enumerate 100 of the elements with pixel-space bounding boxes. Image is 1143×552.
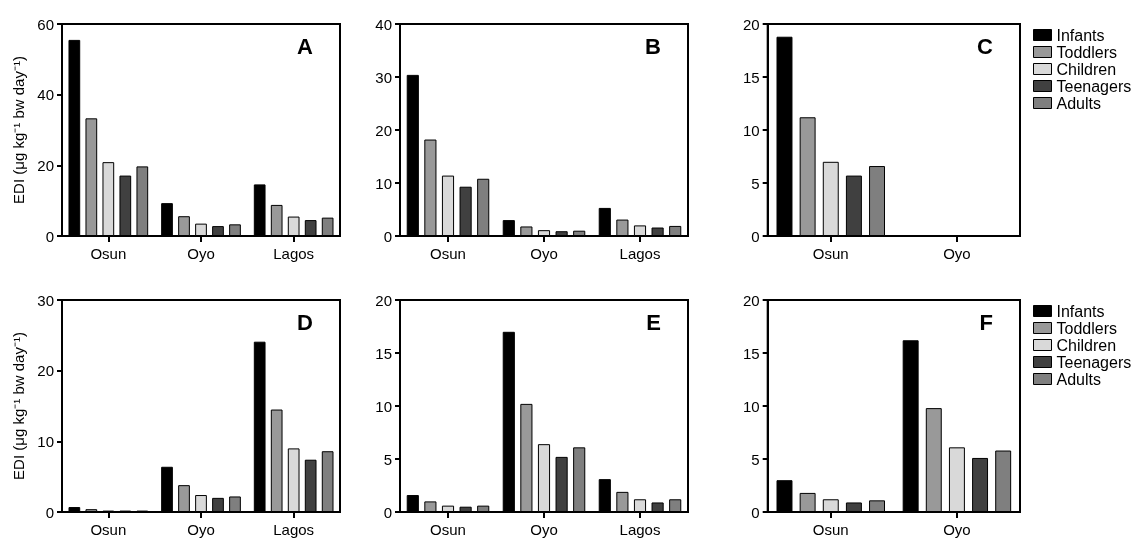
y-tick-label: 20 bbox=[743, 15, 760, 33]
bar bbox=[669, 499, 682, 512]
chart-title: B bbox=[645, 33, 661, 59]
y-tick-label: 10 bbox=[37, 432, 54, 450]
bar bbox=[304, 459, 317, 512]
legend-label: Teenagers bbox=[1056, 353, 1132, 371]
y-tick-label: 15 bbox=[743, 68, 760, 86]
bar bbox=[68, 39, 81, 236]
bar bbox=[651, 227, 664, 236]
y-tick-label: 40 bbox=[375, 15, 392, 33]
legend-label: Children bbox=[1056, 60, 1117, 78]
bar bbox=[253, 341, 266, 512]
bar bbox=[869, 500, 886, 512]
x-tick-label: Oyo bbox=[187, 521, 215, 538]
y-tick-label: 20 bbox=[37, 156, 54, 174]
x-tick-label: Oyo bbox=[187, 245, 215, 262]
legend-label: Infants bbox=[1056, 26, 1105, 44]
x-tick-label: Osun bbox=[812, 521, 849, 538]
y-axis-title: EDI (μg kg⁻¹ bw day⁻¹) bbox=[10, 56, 28, 204]
bar bbox=[598, 207, 611, 236]
y-tick-label: 30 bbox=[375, 68, 392, 86]
y-tick-label: 5 bbox=[751, 450, 760, 468]
chart-title: F bbox=[979, 309, 994, 335]
bar bbox=[178, 216, 190, 236]
bar bbox=[972, 457, 989, 512]
x-tick-label: Lagos bbox=[273, 245, 315, 262]
bar bbox=[321, 451, 334, 512]
bar bbox=[459, 506, 472, 512]
y-tick-label: 0 bbox=[751, 227, 760, 245]
legend-label: Toddlers bbox=[1056, 319, 1117, 337]
bar bbox=[845, 502, 862, 512]
bar bbox=[555, 456, 568, 512]
legend-label: Children bbox=[1056, 336, 1117, 354]
bar bbox=[253, 184, 266, 236]
bar bbox=[651, 502, 664, 512]
y-tick-label: 40 bbox=[37, 86, 54, 104]
bar bbox=[270, 204, 283, 236]
bar bbox=[925, 408, 942, 512]
chart-title: D bbox=[297, 309, 313, 335]
chart-title: A bbox=[297, 33, 314, 59]
y-tick-label: 15 bbox=[375, 344, 392, 362]
y-tick-label: 20 bbox=[37, 362, 54, 380]
y-tick-label: 0 bbox=[751, 503, 760, 521]
y-tick-label: 10 bbox=[743, 121, 760, 139]
legend-label: Infants bbox=[1056, 302, 1105, 320]
bar bbox=[424, 139, 437, 236]
y-tick-label: 20 bbox=[375, 121, 392, 139]
x-tick-label: Osun bbox=[430, 245, 466, 262]
legend-label: Adults bbox=[1056, 370, 1101, 388]
bar bbox=[229, 224, 241, 236]
bar bbox=[161, 466, 173, 512]
y-axis-title: EDI (μg kg⁻¹ bw day⁻¹) bbox=[10, 332, 28, 480]
bar bbox=[573, 230, 586, 236]
bar bbox=[502, 331, 515, 512]
bar bbox=[406, 495, 419, 512]
x-tick-label: Oyo bbox=[943, 245, 971, 262]
y-tick-label: 10 bbox=[743, 397, 760, 415]
x-tick-label: Oyo bbox=[530, 245, 558, 262]
bar bbox=[573, 447, 586, 512]
y-tick-label: 5 bbox=[383, 450, 392, 468]
y-tick-label: 30 bbox=[37, 291, 54, 309]
bar bbox=[799, 492, 816, 512]
y-tick-label: 20 bbox=[743, 291, 760, 309]
bar bbox=[477, 178, 490, 236]
y-tick-label: 5 bbox=[751, 174, 760, 192]
x-tick-label: Oyo bbox=[943, 521, 971, 538]
bar bbox=[520, 403, 533, 512]
bar bbox=[85, 118, 98, 236]
bar bbox=[616, 219, 629, 236]
bar bbox=[555, 231, 568, 236]
x-tick-label: Oyo bbox=[530, 521, 558, 538]
bar bbox=[902, 340, 919, 512]
y-tick-label: 0 bbox=[45, 503, 54, 521]
legend-label: Adults bbox=[1056, 94, 1101, 112]
bar bbox=[776, 480, 793, 512]
x-tick-label: Lagos bbox=[619, 521, 661, 538]
legend-label: Teenagers bbox=[1056, 77, 1132, 95]
bar bbox=[321, 217, 334, 236]
bar bbox=[229, 496, 241, 512]
bar bbox=[616, 491, 629, 512]
legend-label: Toddlers bbox=[1056, 43, 1117, 61]
bar bbox=[212, 497, 224, 512]
bar bbox=[136, 166, 149, 236]
x-tick-label: Osun bbox=[90, 521, 127, 538]
y-tick-label: 0 bbox=[383, 227, 392, 245]
chart-title: C bbox=[977, 33, 994, 59]
bar bbox=[598, 479, 611, 512]
bar bbox=[161, 203, 173, 236]
bar bbox=[459, 186, 472, 236]
x-tick-label: Lagos bbox=[619, 245, 661, 262]
x-tick-label: Osun bbox=[812, 245, 849, 262]
bar bbox=[212, 226, 224, 236]
bar bbox=[520, 226, 533, 236]
y-tick-label: 10 bbox=[375, 174, 392, 192]
y-tick-label: 0 bbox=[45, 227, 54, 245]
y-tick-label: 0 bbox=[383, 503, 392, 521]
bar bbox=[424, 501, 437, 512]
x-tick-label: Osun bbox=[90, 245, 127, 262]
bar bbox=[304, 220, 317, 236]
y-tick-label: 60 bbox=[37, 15, 54, 33]
